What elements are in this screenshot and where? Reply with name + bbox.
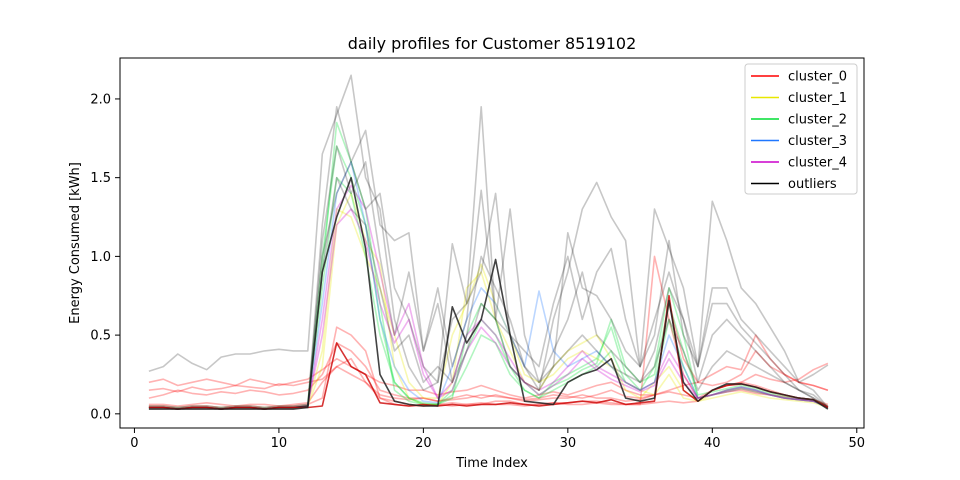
legend-label-cluster_0: cluster_0 (788, 70, 847, 85)
series-line-cluster_4-1 (148, 208, 829, 409)
x-tick-label: 30 (560, 436, 577, 451)
y-tick-label: 1.5 (90, 171, 111, 186)
y-tick-label: 0.0 (90, 407, 111, 422)
legend-label-cluster_1: cluster_1 (788, 91, 847, 106)
x-tick-label: 0 (130, 436, 138, 451)
series-line-cluster_0-4 (148, 334, 829, 399)
plot-area (120, 58, 864, 428)
x-tick-label: 40 (704, 436, 721, 451)
x-axis-label: Time Index (455, 456, 528, 471)
series-line-mean-0 (148, 176, 829, 410)
legend-label-outliers: outliers (788, 177, 837, 192)
series-line-cluster_0-2 (148, 302, 829, 403)
x-tick-label: 50 (849, 436, 866, 451)
x-tick-label: 10 (271, 436, 288, 451)
series-line-outliers-0 (148, 74, 829, 392)
series-line-cluster_1-1 (148, 208, 829, 409)
legend-label-cluster_2: cluster_2 (788, 113, 847, 128)
series-layer (148, 74, 829, 410)
x-tick-label: 20 (415, 436, 432, 451)
y-tick-label: 0.5 (90, 329, 111, 344)
series-line-cluster_2-1 (148, 145, 829, 409)
series-line-cluster_2-2 (148, 176, 829, 409)
y-tick-label: 1.0 (90, 250, 111, 265)
chart-title: daily profiles for Customer 8519102 (348, 34, 637, 53)
y-tick-label: 2.0 (90, 92, 111, 107)
legend: cluster_0 cluster_1 cluster_2 cluster_3clus… (744, 63, 858, 195)
legend-label-cluster_3: cluster_3 (788, 134, 847, 149)
x-axis: 0 10 20 30 40 50 (130, 428, 865, 451)
y-axis: 0.0 0.5 1.0 1.5 2.0 (90, 92, 120, 422)
legend-label-cluster_4: cluster_4 (788, 156, 847, 171)
series-line-cluster_0-3 (148, 255, 829, 407)
y-axis-label: Energy Consumed [kWh] (68, 162, 83, 324)
plot-frame (119, 57, 865, 429)
